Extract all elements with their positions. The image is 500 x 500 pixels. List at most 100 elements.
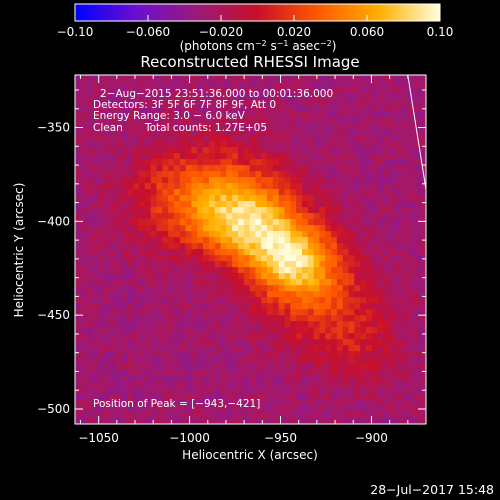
- heatmap-cell: [226, 105, 233, 112]
- heatmap-cell: [197, 153, 204, 160]
- heatmap-cell: [214, 345, 222, 352]
- heatmap-cell: [80, 375, 88, 382]
- heatmap-cell: [261, 285, 268, 292]
- heatmap-cell: [302, 177, 309, 184]
- heatmap-cell: [267, 129, 274, 136]
- heatmap-cell: [127, 309, 134, 316]
- heatmap-cell: [284, 153, 291, 160]
- heatmap-cell: [302, 345, 309, 352]
- heatmap-cell: [290, 177, 297, 184]
- heatmap-cell: [238, 357, 245, 364]
- heatmap-cell: [302, 261, 309, 268]
- heatmap-cell: [424, 219, 426, 226]
- heatmap-cell: [366, 327, 373, 334]
- heatmap-cell: [80, 261, 88, 268]
- heatmap-cell: [92, 135, 99, 142]
- heatmap-cell: [261, 141, 268, 148]
- heatmap-cell: [424, 327, 426, 334]
- heatmap-cell: [267, 297, 274, 304]
- colorbar: [74, 3, 441, 22]
- heatmap-cell: [162, 387, 169, 394]
- heatmap-cell: [243, 381, 251, 388]
- heatmap-cell: [278, 165, 286, 172]
- heatmap-cell: [109, 135, 117, 142]
- heatmap-cell: [191, 333, 198, 340]
- heatmap-cell: [278, 159, 286, 166]
- heatmap-cell: [412, 207, 419, 214]
- heatmap-cell: [267, 207, 274, 214]
- heatmap-cell: [232, 231, 239, 238]
- heatmap-cell: [133, 369, 140, 376]
- heatmap-cell: [284, 117, 291, 124]
- heatmap-cell: [156, 177, 163, 184]
- heatmap-cell: [220, 243, 227, 250]
- heatmap-cell: [243, 297, 251, 304]
- heatmap-cell: [121, 417, 128, 424]
- heatmap-cell: [278, 249, 286, 256]
- heatmap-cell: [226, 75, 233, 82]
- heatmap-cell: [272, 129, 280, 136]
- heatmap-cell: [203, 105, 210, 112]
- heatmap-cell: [92, 237, 99, 244]
- heatmap-cell: [144, 93, 152, 100]
- heatmap-cell: [115, 171, 123, 178]
- heatmap-cell: [191, 123, 198, 130]
- heatmap-cell: [360, 243, 367, 250]
- heatmap-cell: [389, 117, 396, 124]
- heatmap-cell: [127, 111, 134, 118]
- heatmap-cell: [366, 93, 373, 100]
- heatmap-cell: [412, 189, 419, 196]
- heatmap-cell: [342, 321, 350, 328]
- heatmap-cell: [360, 273, 367, 280]
- heatmap-cell: [400, 201, 408, 208]
- heatmap-cell: [313, 177, 320, 184]
- heatmap-cell: [208, 195, 216, 202]
- heatmap-cell: [307, 339, 315, 346]
- heatmap-cell: [267, 177, 274, 184]
- heatmap-cell: [406, 393, 414, 400]
- heatmap-cell: [272, 381, 280, 388]
- heatmap-cell: [197, 231, 204, 238]
- heatmap-cell: [220, 375, 227, 382]
- heatmap-cell: [412, 195, 419, 202]
- heatmap-cell: [109, 75, 117, 82]
- heatmap-cell: [331, 411, 338, 418]
- heatmap-cell: [86, 291, 93, 298]
- heatmap-cell: [173, 261, 181, 268]
- heatmap-cell: [296, 123, 303, 130]
- heatmap-cell: [208, 261, 216, 268]
- heatmap-cell: [191, 309, 198, 316]
- heatmap-cell: [319, 315, 326, 322]
- heatmap-cell: [272, 255, 280, 262]
- heatmap-cell: [173, 171, 181, 178]
- heatmap-cell: [377, 237, 384, 244]
- heatmap-cell: [348, 219, 355, 226]
- heatmap-cell: [162, 351, 169, 358]
- heatmap-cell: [336, 225, 344, 232]
- heatmap-cell: [412, 225, 419, 232]
- heatmap-cell: [144, 381, 152, 388]
- heatmap-cell: [150, 171, 158, 178]
- heatmap-cell: [395, 93, 402, 100]
- heatmap-cell: [261, 321, 268, 328]
- heatmap-cell: [389, 183, 396, 190]
- heatmap-cell: [168, 405, 175, 412]
- heatmap-cell: [127, 315, 134, 322]
- heatmap-cell: [162, 381, 169, 388]
- heatmap-cell: [424, 207, 426, 214]
- heatmap-cell: [400, 381, 408, 388]
- heatmap-cell: [395, 309, 402, 316]
- heatmap-cell: [127, 87, 134, 94]
- heatmap-cell: [400, 387, 408, 394]
- heatmap-cell: [98, 201, 105, 208]
- heatmap-cell: [342, 141, 350, 148]
- heatmap-cell: [208, 147, 216, 154]
- heatmap-cell: [80, 165, 88, 172]
- heatmap-cell: [139, 237, 146, 244]
- heatmap-cell: [313, 219, 320, 226]
- heatmap-cell: [424, 285, 426, 292]
- heatmap-cell: [80, 105, 88, 112]
- heatmap-cell: [80, 195, 88, 202]
- heatmap-cell: [121, 81, 128, 88]
- heatmap-cell: [272, 279, 280, 286]
